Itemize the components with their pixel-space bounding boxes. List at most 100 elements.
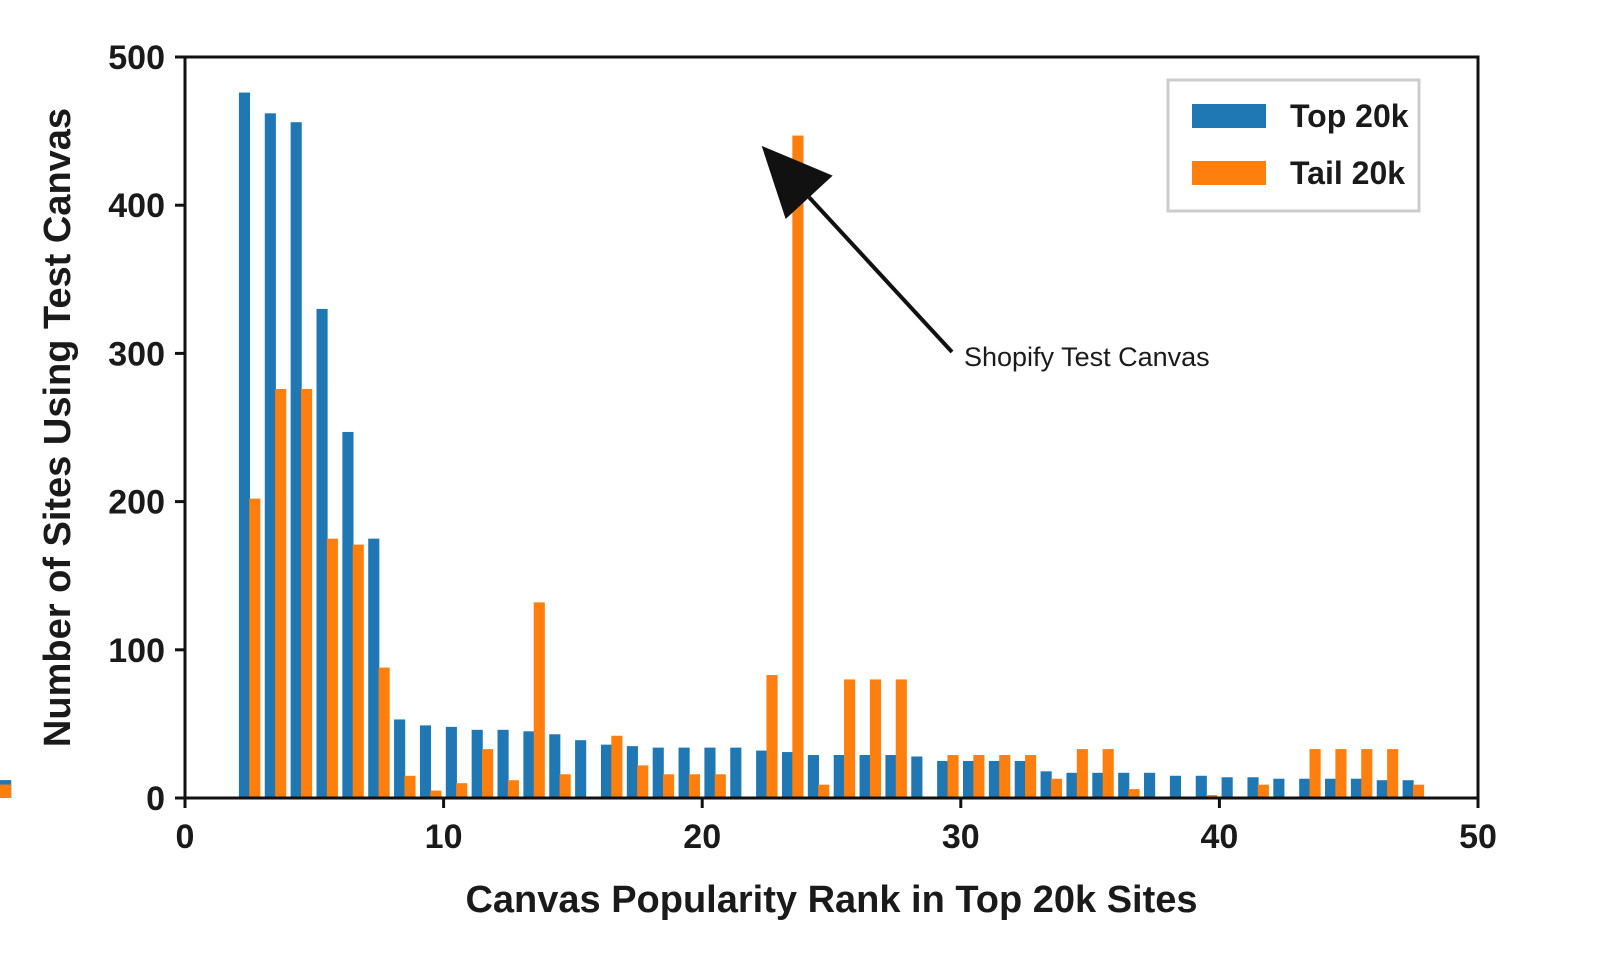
bar-top-20k-24 (781, 752, 794, 798)
bar-top-20k-14 (523, 731, 535, 798)
bar-top-20k-38 (1144, 772, 1156, 798)
bar-tail-20k-37 (1128, 789, 1140, 798)
bar-tail-20k-15 (559, 774, 571, 798)
bar-tail-20k-3 (249, 498, 261, 798)
bar-tail-20k-27 (869, 679, 882, 798)
bar-top-20k-30 (937, 760, 949, 798)
bar-top-20k-39 (1169, 775, 1181, 798)
bar-tail-20k-11 (456, 783, 468, 798)
bar-tail-20k-44 (1309, 749, 1321, 798)
annotation-label: Shopify Test Canvas (964, 342, 1210, 372)
bar-top-20k-32 (988, 760, 1000, 798)
bar-top-20k-17 (600, 744, 613, 798)
legend-swatch-top-20k (1192, 104, 1266, 128)
x-axis-title: Canvas Popularity Rank in Top 20k Sites (465, 879, 1197, 921)
bar-top-20k-35 (1066, 772, 1078, 798)
bar-tail-20k-35 (1076, 749, 1088, 798)
bar-tail-20k-23 (766, 674, 778, 798)
bar-top-20k-20 (678, 747, 690, 798)
bar-tail-20k-46 (1361, 749, 1373, 798)
y-tick-label-0: 0 (146, 780, 165, 818)
bar-tail-20k-48 (1412, 784, 1425, 798)
bar-top-20k-48 (1402, 780, 1414, 798)
bar-top-20k-29 (911, 756, 923, 798)
bar-tail-20k-7 (352, 544, 364, 798)
bar-tail-20k-6 (326, 538, 338, 798)
bar-tail-20k-42 (1257, 784, 1269, 798)
bar-tail-20k-32 (999, 755, 1011, 798)
bar-tail-20k-19 (663, 774, 675, 798)
annotation-arrow-line (807, 195, 954, 354)
bar-top-20k-34 (1040, 771, 1052, 798)
bar-top-20k-6 (316, 308, 328, 798)
bar-top-20k-36 (1092, 772, 1104, 798)
bar-tail-20k-33 (1025, 755, 1037, 798)
bar-tail-20k-13 (507, 780, 519, 798)
bar-tail-20k-26 (844, 679, 856, 798)
bar-tail-20k-45 (1335, 749, 1347, 798)
y-tick-label-500: 500 (108, 39, 165, 77)
bar-top-20k-9 (394, 719, 406, 798)
bar-top-20k-42 (1247, 777, 1259, 798)
bar-tail-20k-8 (378, 667, 390, 798)
bar-top-20k-3 (238, 92, 251, 799)
x-tick-label-10: 10 (425, 818, 463, 856)
bar-top-20k-33 (1014, 760, 1026, 798)
legend-swatch-tail-20k (1192, 161, 1266, 185)
bar-tail-20k-24 (792, 135, 804, 798)
plot-area-frame (183, 55, 1480, 800)
bar-tail-20k-17 (611, 735, 623, 798)
bar-top-20k-46 (1350, 778, 1363, 798)
bar-tail-20k-28 (895, 679, 907, 798)
bar-top-20k-44 (1299, 778, 1311, 798)
bar-tail-20k-12 (482, 749, 494, 798)
bar-tail-20k-34 (1050, 778, 1063, 798)
y-axis-title: Number of Sites Using Test Canvas (37, 108, 79, 747)
legend: Top 20k Tail 20k (1166, 78, 1421, 213)
y-tick-label-400: 400 (108, 187, 165, 225)
bar-top-20k-28 (885, 755, 897, 798)
bar-top-20k-18 (626, 746, 638, 798)
bar-top-20k-7 (342, 431, 354, 798)
bar-top-20k-22 (730, 747, 742, 798)
annotation-group: Shopify Test Canvas (761, 145, 1210, 372)
bar-tail-20k-5 (300, 388, 313, 798)
y-tick-label-100: 100 (108, 632, 165, 670)
bar-tail-20k-14 (533, 602, 545, 798)
bar-top-20k-26 (833, 755, 845, 798)
bar-top-20k-4 (264, 113, 276, 799)
y-tick-label-200: 200 (108, 484, 165, 522)
bar-tail-20k-10 (430, 790, 442, 798)
bar-tail-20k-9 (404, 775, 416, 798)
x-tick-label-40: 40 (1200, 818, 1238, 856)
bar-top-20k-16 (575, 740, 587, 798)
x-tick-label-20: 20 (683, 818, 721, 856)
bar-tail-20k-30 (947, 755, 959, 798)
bar-top-20k-12 (471, 729, 483, 798)
bar-tail-20k-18 (637, 765, 649, 798)
bar-tail-20k-4 (275, 388, 287, 798)
bar-tail-20k-36 (1102, 749, 1114, 798)
bar-top-20k-25 (807, 755, 819, 798)
bars-group (0, 92, 1425, 799)
bar-tail-20k-undefined (0, 784, 12, 798)
bar-top-20k-8 (368, 538, 380, 798)
bar-top-20k-11 (445, 726, 457, 798)
legend-label-tail-20k: Tail 20k (1290, 155, 1405, 191)
bar-tail-20k-21 (714, 774, 726, 798)
x-tick-label-30: 30 (942, 818, 980, 856)
x-tick-label-0: 0 (176, 818, 195, 856)
annotation-arrow-head (761, 145, 833, 220)
x-tick-label-50: 50 (1459, 818, 1497, 856)
legend-label-top-20k: Top 20k (1290, 98, 1409, 134)
bar-tail-20k-undefined (0, 793, 12, 798)
bar-top-20k-43 (1273, 778, 1285, 798)
bar-top-20k-23 (756, 750, 768, 798)
bar-top-20k-15 (549, 734, 561, 798)
bar-top-20k-27 (859, 755, 871, 798)
bar-tail-20k-20 (688, 774, 701, 798)
bar-top-20k-47 (1376, 780, 1388, 798)
bar-top-20k-10 (419, 725, 432, 798)
